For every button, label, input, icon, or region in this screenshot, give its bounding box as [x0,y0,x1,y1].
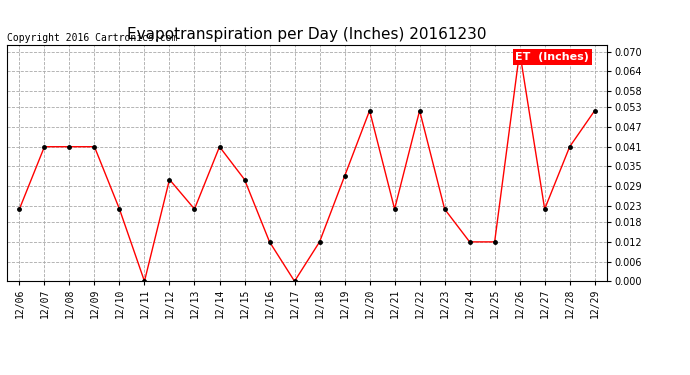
Title: Evapotranspiration per Day (Inches) 20161230: Evapotranspiration per Day (Inches) 2016… [127,27,487,42]
Text: ET  (Inches): ET (Inches) [515,52,589,62]
Text: Copyright 2016 Cartronics.com: Copyright 2016 Cartronics.com [7,33,177,43]
